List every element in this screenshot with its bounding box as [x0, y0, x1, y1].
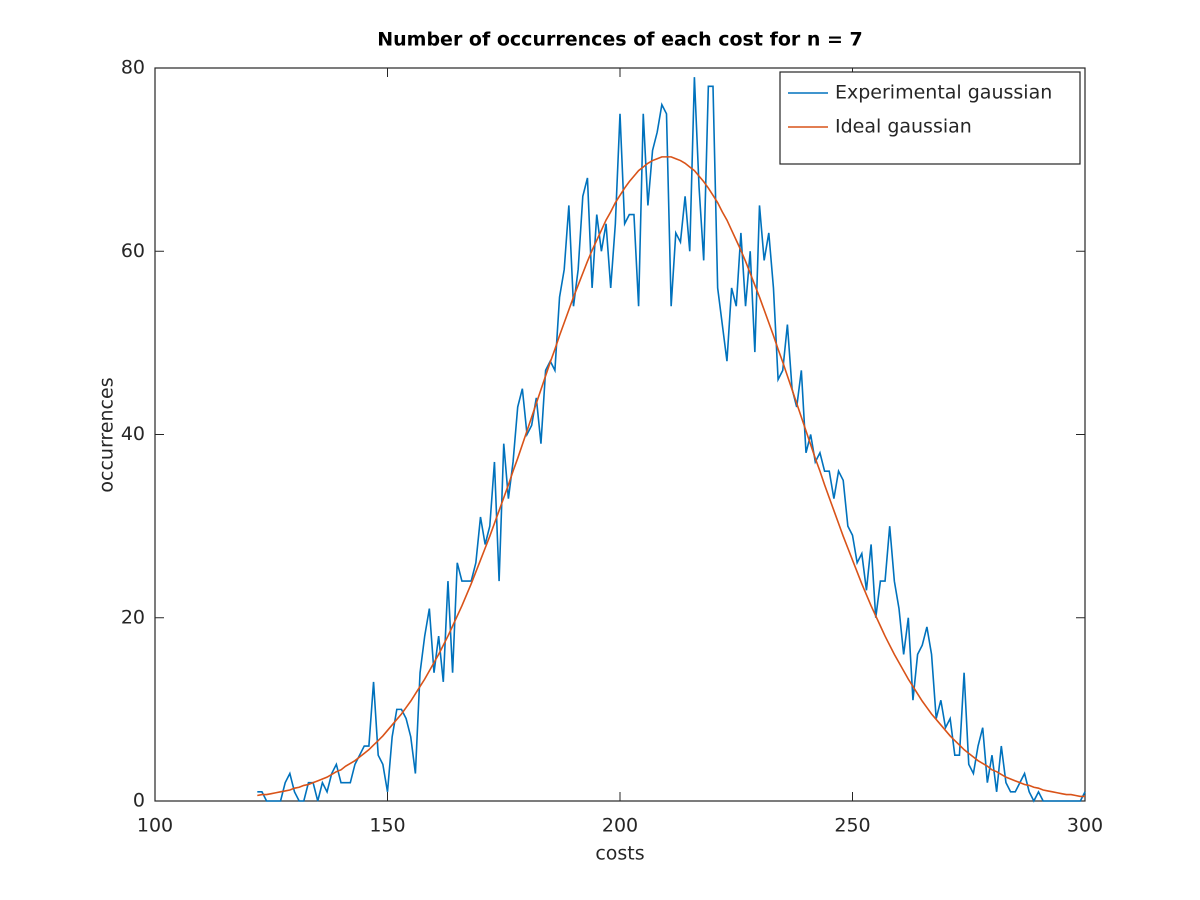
x-axis-label: costs: [595, 843, 644, 865]
legend-box: [779, 71, 1081, 165]
x-tick-label: 150: [369, 815, 405, 837]
y-tick-label: 40: [121, 423, 145, 445]
y-tick-label: 80: [121, 57, 145, 79]
y-tick-label: 0: [133, 790, 145, 812]
chart-title: Number of occurrences of each cost for n…: [377, 29, 863, 51]
series-line: [257, 156, 1085, 798]
y-axis-label: occurrences: [96, 377, 118, 492]
x-tick-label: 300: [1067, 815, 1103, 837]
axes-box: [154, 67, 1086, 802]
x-tick-label: 100: [137, 815, 173, 837]
x-tick-label: 250: [834, 815, 870, 837]
y-tick-label: 20: [121, 606, 145, 628]
legend-label: Experimental gaussian: [835, 82, 1052, 104]
x-tick-label: 200: [602, 815, 638, 837]
series-line: [257, 77, 1086, 803]
legend-label: Ideal gaussian: [835, 116, 972, 138]
y-tick-label: 60: [121, 240, 145, 262]
